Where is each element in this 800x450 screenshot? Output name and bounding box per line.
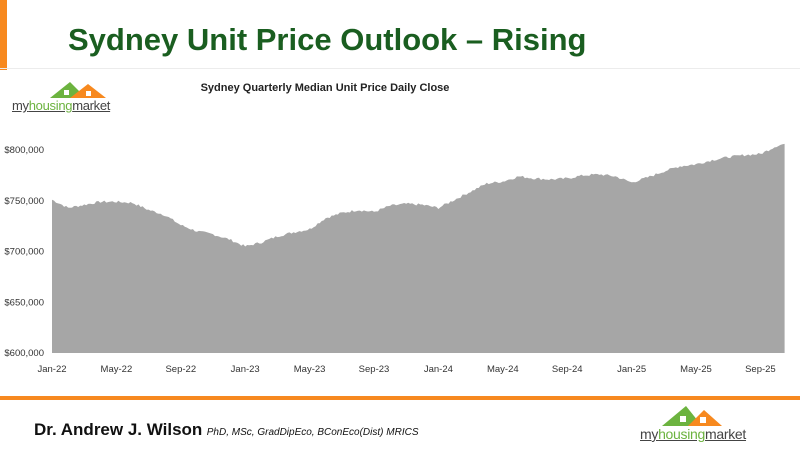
price-area (52, 143, 785, 353)
price-area-chart: $600,000 $650,000 $700,000 $750,000 $800,000… (4, 143, 785, 375)
accent-bar (0, 0, 7, 70)
chart-title: Sydney Quarterly Median Unit Price Daily… (200, 82, 450, 94)
divider (0, 68, 800, 69)
y-tick-label: $750,000 (4, 196, 44, 207)
logo-top: myhousingmarket (12, 78, 132, 113)
house-logo-icon (50, 82, 106, 98)
x-tick-label: May-23 (294, 364, 326, 375)
x-tick-label: May-25 (680, 364, 712, 375)
author-credentials: PhD, MSc, GradDipEco, BConEco(Dist) MRIC… (206, 427, 419, 438)
logo-bottom: myhousingmarket (640, 404, 770, 442)
x-tick-label: May-22 (101, 364, 133, 375)
y-tick-label: $700,000 (4, 247, 44, 258)
x-tick-label: Jan-24 (424, 364, 453, 375)
x-tick-label: Sep-24 (552, 364, 583, 375)
x-tick-label: Jan-23 (231, 364, 260, 375)
x-tick-label: Jan-22 (37, 364, 66, 375)
author: Dr. Andrew J. Wilson PhD, MSc, GradDipEc… (34, 420, 418, 440)
page-title: Sydney Unit Price Outlook – Rising (68, 22, 587, 57)
y-tick-label: $650,000 (4, 297, 44, 308)
x-tick-label: May-24 (487, 364, 519, 375)
house-logo-icon (662, 406, 722, 426)
x-tick-label: Sep-25 (745, 364, 776, 375)
x-tick-label: Sep-23 (359, 364, 390, 375)
x-tick-label: Jan-25 (617, 364, 646, 375)
y-tick-label: $800,000 (4, 145, 44, 156)
author-name: Dr. Andrew J. Wilson (34, 420, 203, 439)
footer-divider (0, 396, 800, 400)
x-tick-label: Sep-22 (165, 364, 196, 375)
y-tick-label: $600,000 (4, 348, 44, 359)
